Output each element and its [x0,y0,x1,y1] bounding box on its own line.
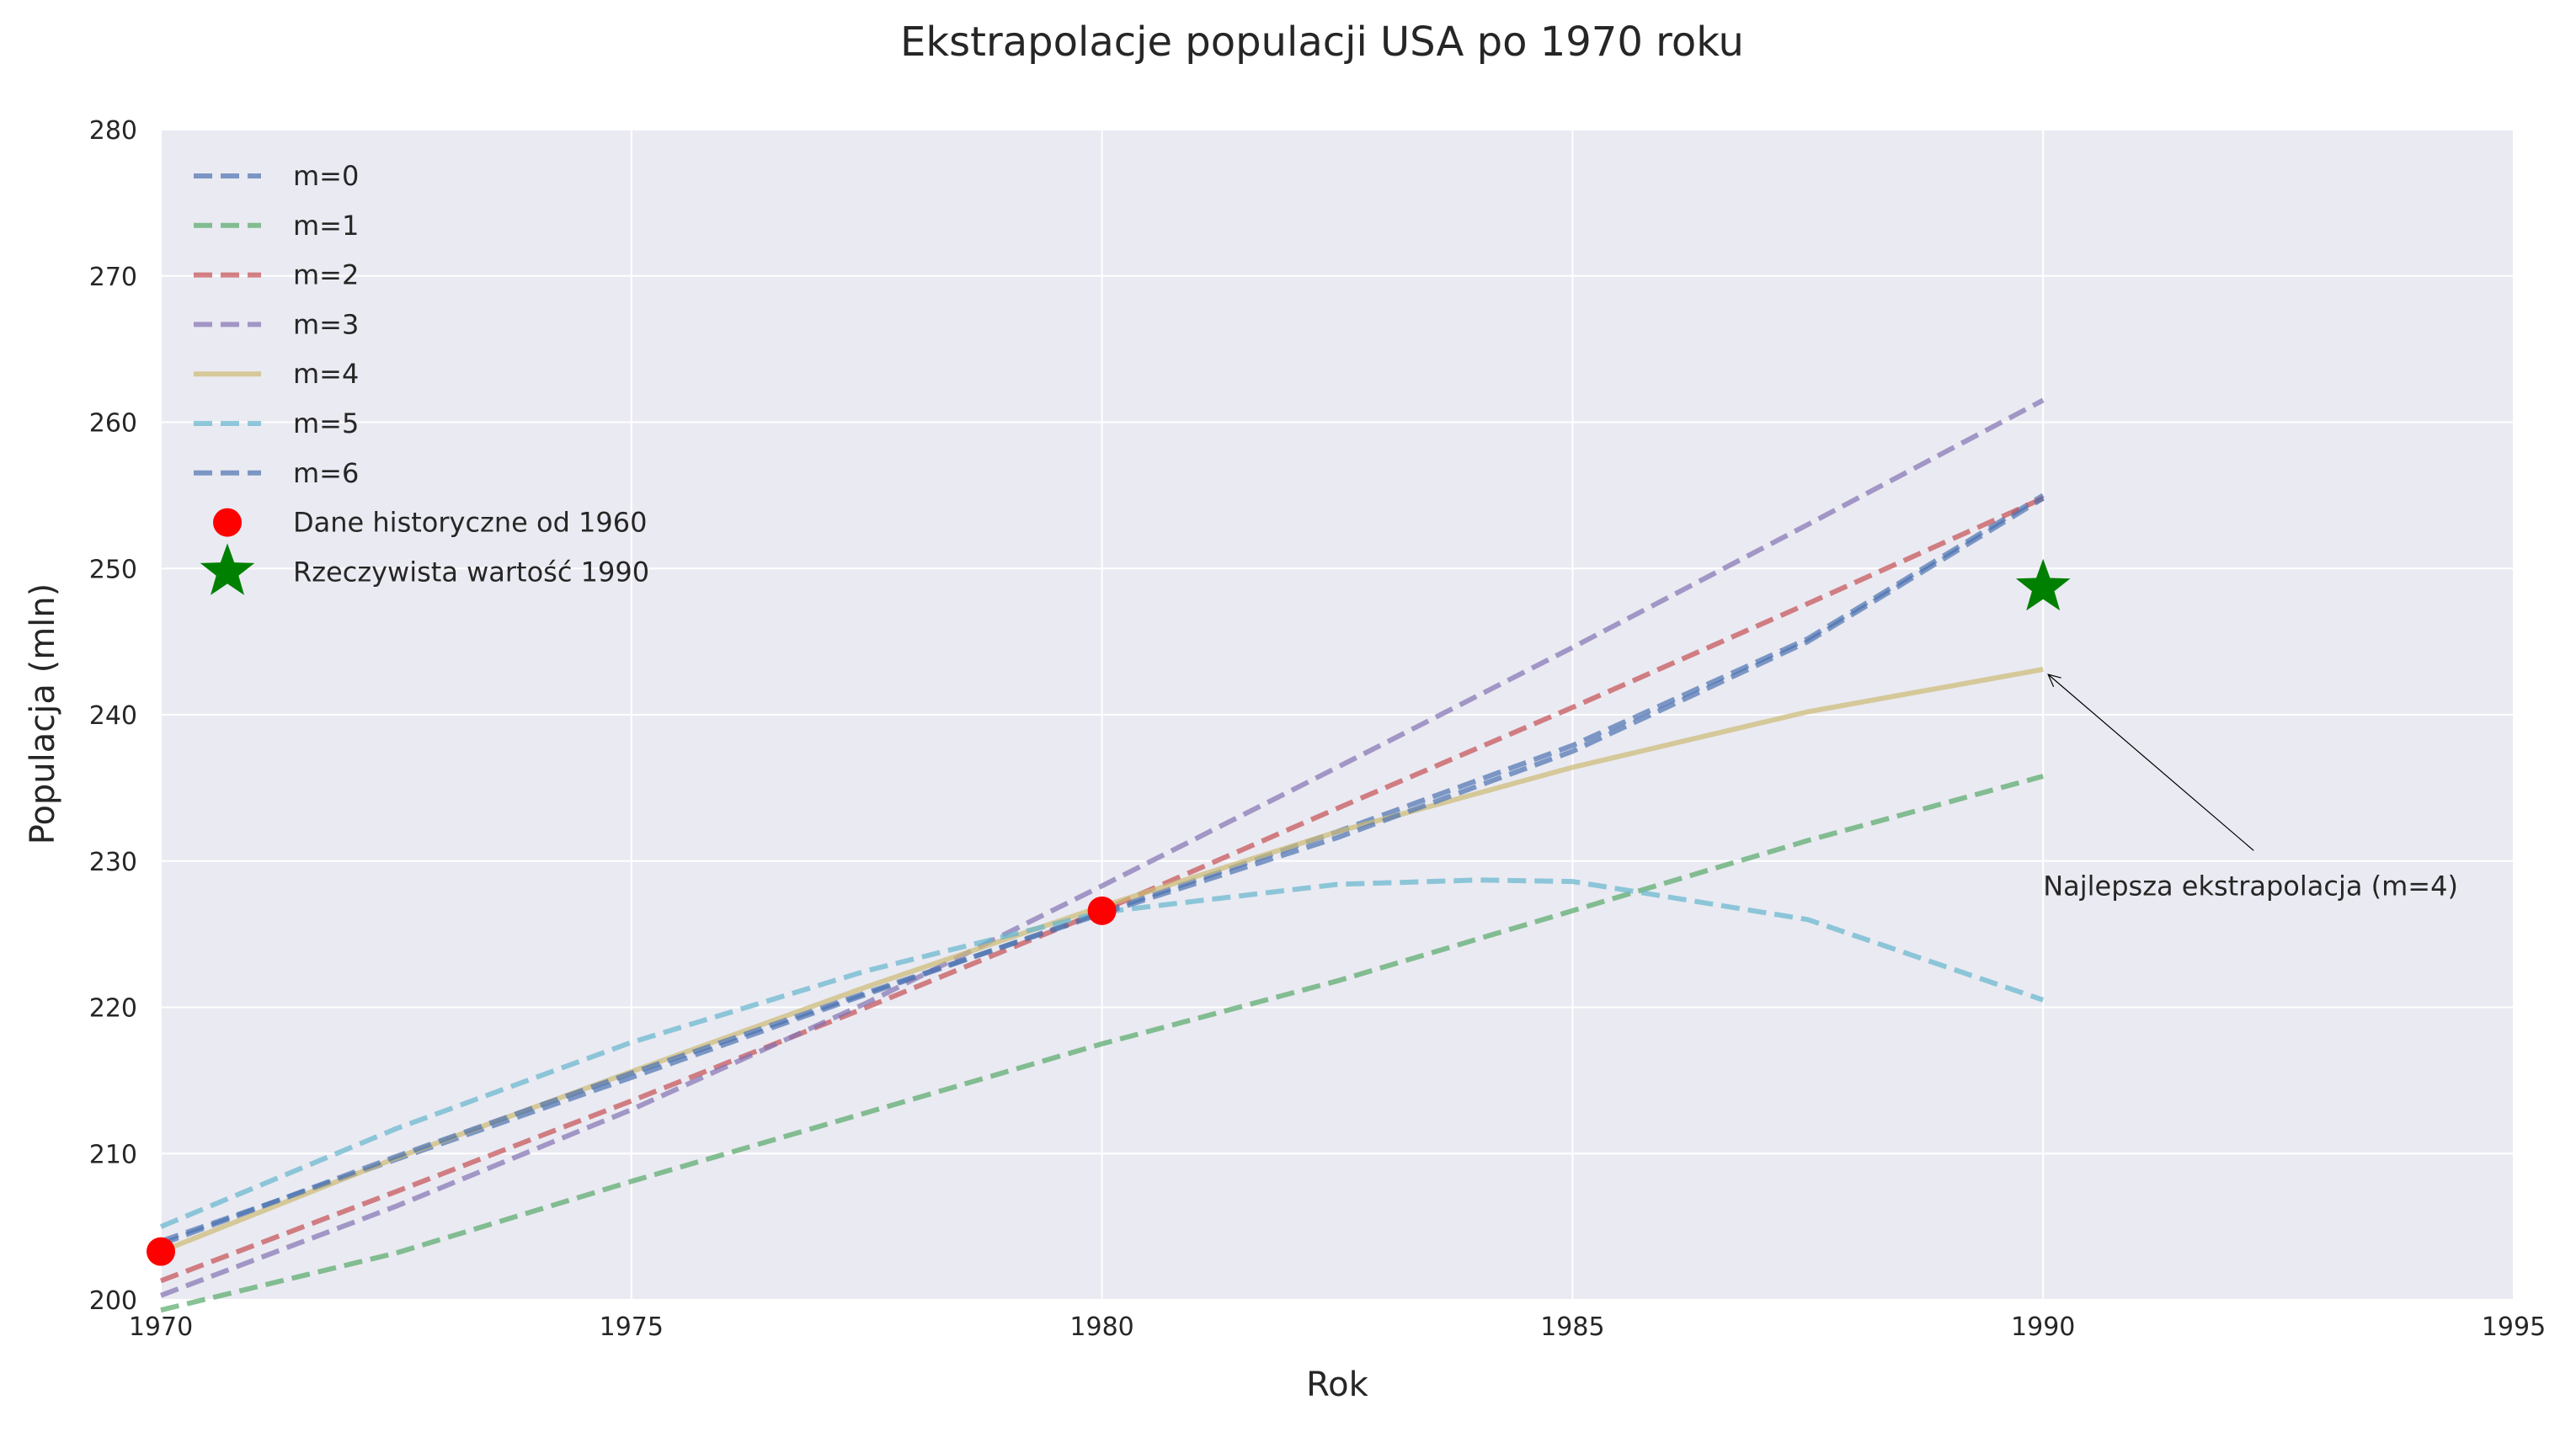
historical-data-point [147,1237,175,1266]
legend-label: m=6 [293,457,359,489]
historical-data-point [1087,896,1117,925]
x-tick-label: 1995 [2482,1312,2546,1342]
series-layer [147,397,2071,1313]
x-tick-label: 1985 [1540,1312,1604,1342]
legend-marker-star [200,543,255,595]
series-line-m3 [159,397,2045,1298]
legend: m=0 m=1 m=2 m=3 m=4 m=5 m=6 Dane historyczne od… [194,160,649,595]
y-tick-label: 230 [89,848,137,877]
y-tick-label: 200 [89,1286,137,1316]
annotation-arrow [2047,673,2254,851]
y-axis-label: Populacja (mln) [24,583,62,845]
chart-title: Ekstrapolacje populacji USA po 1970 roku [900,19,1744,66]
x-tick-label: 1980 [1069,1312,1133,1342]
y-tick-label: 210 [89,1140,137,1169]
y-tick-label: 280 [89,116,137,146]
series-line-m5 [159,877,2045,1229]
x-tick-label: 1990 [2011,1312,2075,1342]
y-tick-label: 220 [89,994,137,1024]
annotation-layer: Najlepsza ekstrapolacja (m=4) [2043,673,2458,902]
x-axis-ticks: 1970 1975 1980 1985 1990 1995 [129,1312,2546,1342]
x-tick-label: 1970 [129,1312,193,1342]
x-tick-label: 1975 [600,1312,664,1342]
y-axis-ticks: 200 210 220 230 240 250 260 270 280 [89,116,137,1316]
grid [160,129,2515,1301]
annotation-text: Najlepsza ekstrapolacja (m=4) [2043,870,2458,902]
y-tick-label: 270 [89,263,137,292]
legend-label: m=0 [293,160,359,192]
legend-label: Rzeczywista wartość 1990 [293,556,649,588]
actual-value-star [2015,558,2071,611]
legend-label: m=4 [293,358,359,390]
series-line-m1 [160,774,2044,1313]
y-tick-label: 240 [89,701,137,731]
y-tick-label: 250 [89,555,137,584]
annotation-arrowhead [2047,673,2061,688]
legend-label: Dane historyczne od 1960 [293,507,647,539]
legend-label: m=5 [293,407,359,439]
y-tick-label: 260 [89,409,137,439]
series-line-m0 [160,492,2045,1244]
legend-marker-dot [213,508,242,537]
legend-label: m=2 [293,259,359,291]
legend-label: m=3 [293,308,359,340]
legend-label: m=1 [293,210,359,242]
x-axis-label: Rok [1306,1365,1368,1404]
